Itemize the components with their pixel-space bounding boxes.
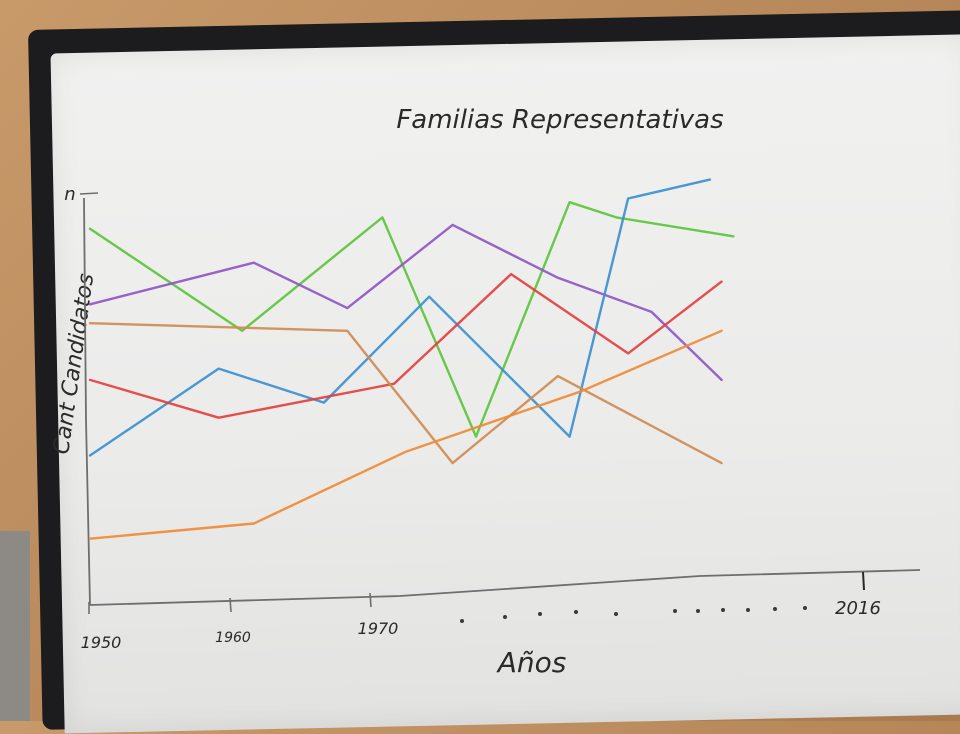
x-axis [89,569,921,606]
x-tick-label-1950: 1950 [81,633,122,652]
series-line-3 [88,178,712,457]
desk-corner [0,531,30,721]
x-axis-label: Años [496,646,567,679]
ellipsis-dots [460,606,807,623]
x-tick [862,571,865,591]
x-tick [229,597,232,613]
x-tick [369,592,372,608]
series-line-6 [88,329,723,540]
chart-title: Familias Representativas [396,105,723,135]
y-axis-label: Cant Candidatos [49,272,99,456]
series-line-5 [88,322,723,465]
x-tick-label-1960: 1960 [215,630,251,646]
series-line-4 [88,272,723,419]
series-line-1 [88,200,735,438]
series-layer [88,178,735,540]
y-tick [79,192,99,195]
y-tick-label: n [64,184,75,205]
y-axis [83,197,91,606]
x-tick-label-2016: 2016 [835,598,881,619]
x-tick-label-1970: 1970 [358,619,399,638]
series-line-2 [88,223,723,382]
